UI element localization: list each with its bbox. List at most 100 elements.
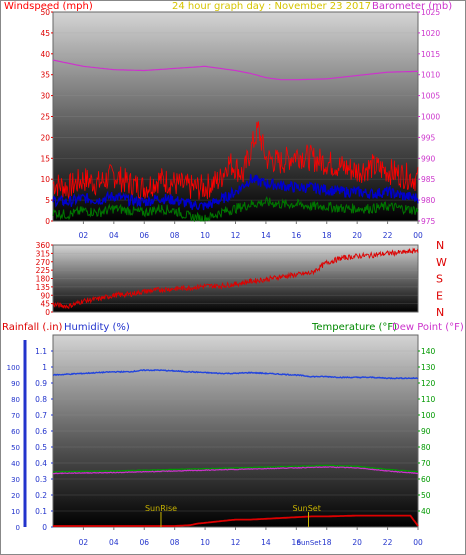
rain-y-tick-label: 0.2	[35, 491, 47, 500]
direction-y-tick-label: 135	[36, 283, 51, 292]
x-tick-label: 08	[170, 231, 180, 240]
x-tick-label-lower: 12	[231, 538, 241, 547]
temp-y-tick-label: 110	[421, 395, 436, 404]
baro-y-tick-label: 1025	[421, 8, 440, 17]
direction-y-tick-label: 0	[45, 308, 50, 317]
x-tick-label-lower: 06	[139, 538, 149, 547]
baro-y-tick-label: 1000	[421, 113, 440, 122]
temp-y-tick-label: 140	[421, 347, 436, 356]
rain-y-tick-label: 0	[42, 523, 47, 532]
wind-direction-line	[52, 247, 419, 310]
x-tick-label: 04	[109, 231, 119, 240]
rain-y-tick-label: 0.7	[35, 411, 47, 420]
humidity-line	[52, 369, 419, 380]
x-tick-label: 22	[383, 231, 393, 240]
wind-y-tick-label: 50	[40, 8, 50, 17]
baro-y-tick-label: 995	[421, 133, 436, 142]
compass-label: E	[436, 289, 443, 302]
rain-y-tick-label: 0.3	[35, 475, 47, 484]
humidity-y-tick-label: 20	[11, 492, 20, 500]
wind-low-line	[52, 196, 419, 222]
x-tick-label-lower: 08	[170, 538, 180, 547]
compass-label: S	[436, 273, 443, 286]
sunset-label: SunSet	[293, 504, 321, 513]
rain-y-tick-label: 0.8	[35, 395, 47, 404]
baro-y-tick-label: 1010	[421, 71, 440, 80]
rain-y-tick-label: 1.1	[35, 347, 47, 356]
barometer-title: Barometer (mb)	[372, 1, 452, 12]
baro-y-tick-label: 980	[421, 196, 436, 205]
compass-label: W	[436, 256, 447, 269]
wind-average-line	[52, 174, 419, 211]
rainfall-title: Rainfall (.in)	[2, 322, 63, 333]
rain-y-tick-label: 0.9	[35, 379, 47, 388]
humidity-y-tick-label: 40	[11, 460, 20, 468]
rain-y-tick-label: 0.6	[35, 427, 47, 436]
direction-y-tick-label: 360	[36, 241, 51, 250]
x-tick-label-lower: 18	[322, 538, 332, 547]
graph-title: 24 hour graph day : November 23 2017	[172, 1, 371, 12]
x-tick-label: 10	[200, 231, 210, 240]
baro-y-tick-label: 1015	[421, 50, 440, 59]
x-tick-label-lower: 04	[109, 538, 119, 547]
temp-y-tick-label: 80	[421, 443, 431, 452]
temp-y-tick-label: 40	[421, 507, 431, 516]
direction-y-tick-label: 90	[40, 291, 50, 300]
humidity-y-tick-label: 50	[11, 444, 20, 452]
rain-y-tick-label: 1	[42, 363, 47, 372]
rain-y-tick-label: 0.4	[35, 459, 47, 468]
humidity-y-tick-label: 70	[11, 412, 20, 420]
wind-y-tick-label: 40	[40, 50, 50, 59]
windspeed-title: Windspeed (mph)	[4, 1, 93, 12]
temp-y-tick-label: 60	[421, 475, 431, 484]
humidity-y-tick-label: 100	[7, 364, 20, 372]
sunrise-label: SunRise	[145, 504, 177, 513]
humidity-title: Humidity (%)	[64, 322, 130, 333]
baro-y-tick-label: 990	[421, 154, 436, 163]
x-tick-label-lower: 14	[261, 538, 271, 547]
compass-label: N	[436, 239, 444, 252]
temp-y-tick-label: 130	[421, 363, 436, 372]
x-tick-label: 02	[79, 231, 89, 240]
rain-y-tick-label: 0.5	[35, 443, 47, 452]
x-tick-label: 12	[231, 231, 241, 240]
baro-y-tick-label: 1020	[421, 29, 440, 38]
x-tick-label-lower: 16	[292, 538, 302, 547]
baro-y-tick-label: 975	[421, 217, 436, 226]
x-tick-label: 16	[292, 231, 302, 240]
wind-y-tick-label: 30	[40, 92, 50, 101]
rain-y-tick-label: 0.1	[35, 507, 47, 516]
humidity-y-tick-label: 90	[11, 380, 20, 388]
x-tick-label-lower: 10	[200, 538, 210, 547]
wind-y-tick-label: 15	[40, 154, 50, 163]
wind-y-tick-label: 35	[40, 71, 50, 80]
wind-y-tick-label: 20	[40, 133, 50, 142]
temp-y-tick-label: 70	[421, 459, 431, 468]
wind-y-tick-label: 10	[40, 175, 50, 184]
x-tick-label: 06	[139, 231, 149, 240]
humidity-y-tick-label: 30	[11, 476, 20, 484]
sunset-axis-label: SunSet	[297, 539, 322, 547]
dewpoint-line	[52, 466, 419, 475]
x-tick-label: 00	[413, 231, 423, 240]
direction-y-tick-label: 225	[36, 266, 51, 275]
x-tick-label: 14	[261, 231, 271, 240]
panel3-plot	[52, 334, 419, 528]
rainfall-line	[53, 514, 419, 527]
x-tick-label: 20	[352, 231, 362, 240]
direction-y-tick-label: 270	[36, 258, 51, 267]
temp-y-tick-label: 100	[421, 411, 436, 420]
temp-y-tick-label: 90	[421, 427, 431, 436]
direction-y-tick-label: 45	[40, 300, 50, 309]
barometer-line	[52, 59, 418, 81]
direction-y-tick-label: 315	[36, 249, 51, 258]
compass-label: N	[436, 306, 444, 319]
humidity-y-tick-label: 10	[11, 508, 20, 516]
wind-y-tick-label: 45	[40, 29, 50, 38]
humidity-y-tick-label: 60	[11, 428, 20, 436]
temperature-line	[52, 464, 419, 473]
x-tick-label-lower: 22	[383, 538, 393, 547]
temperature-title: Temperature (°F)	[311, 322, 397, 333]
